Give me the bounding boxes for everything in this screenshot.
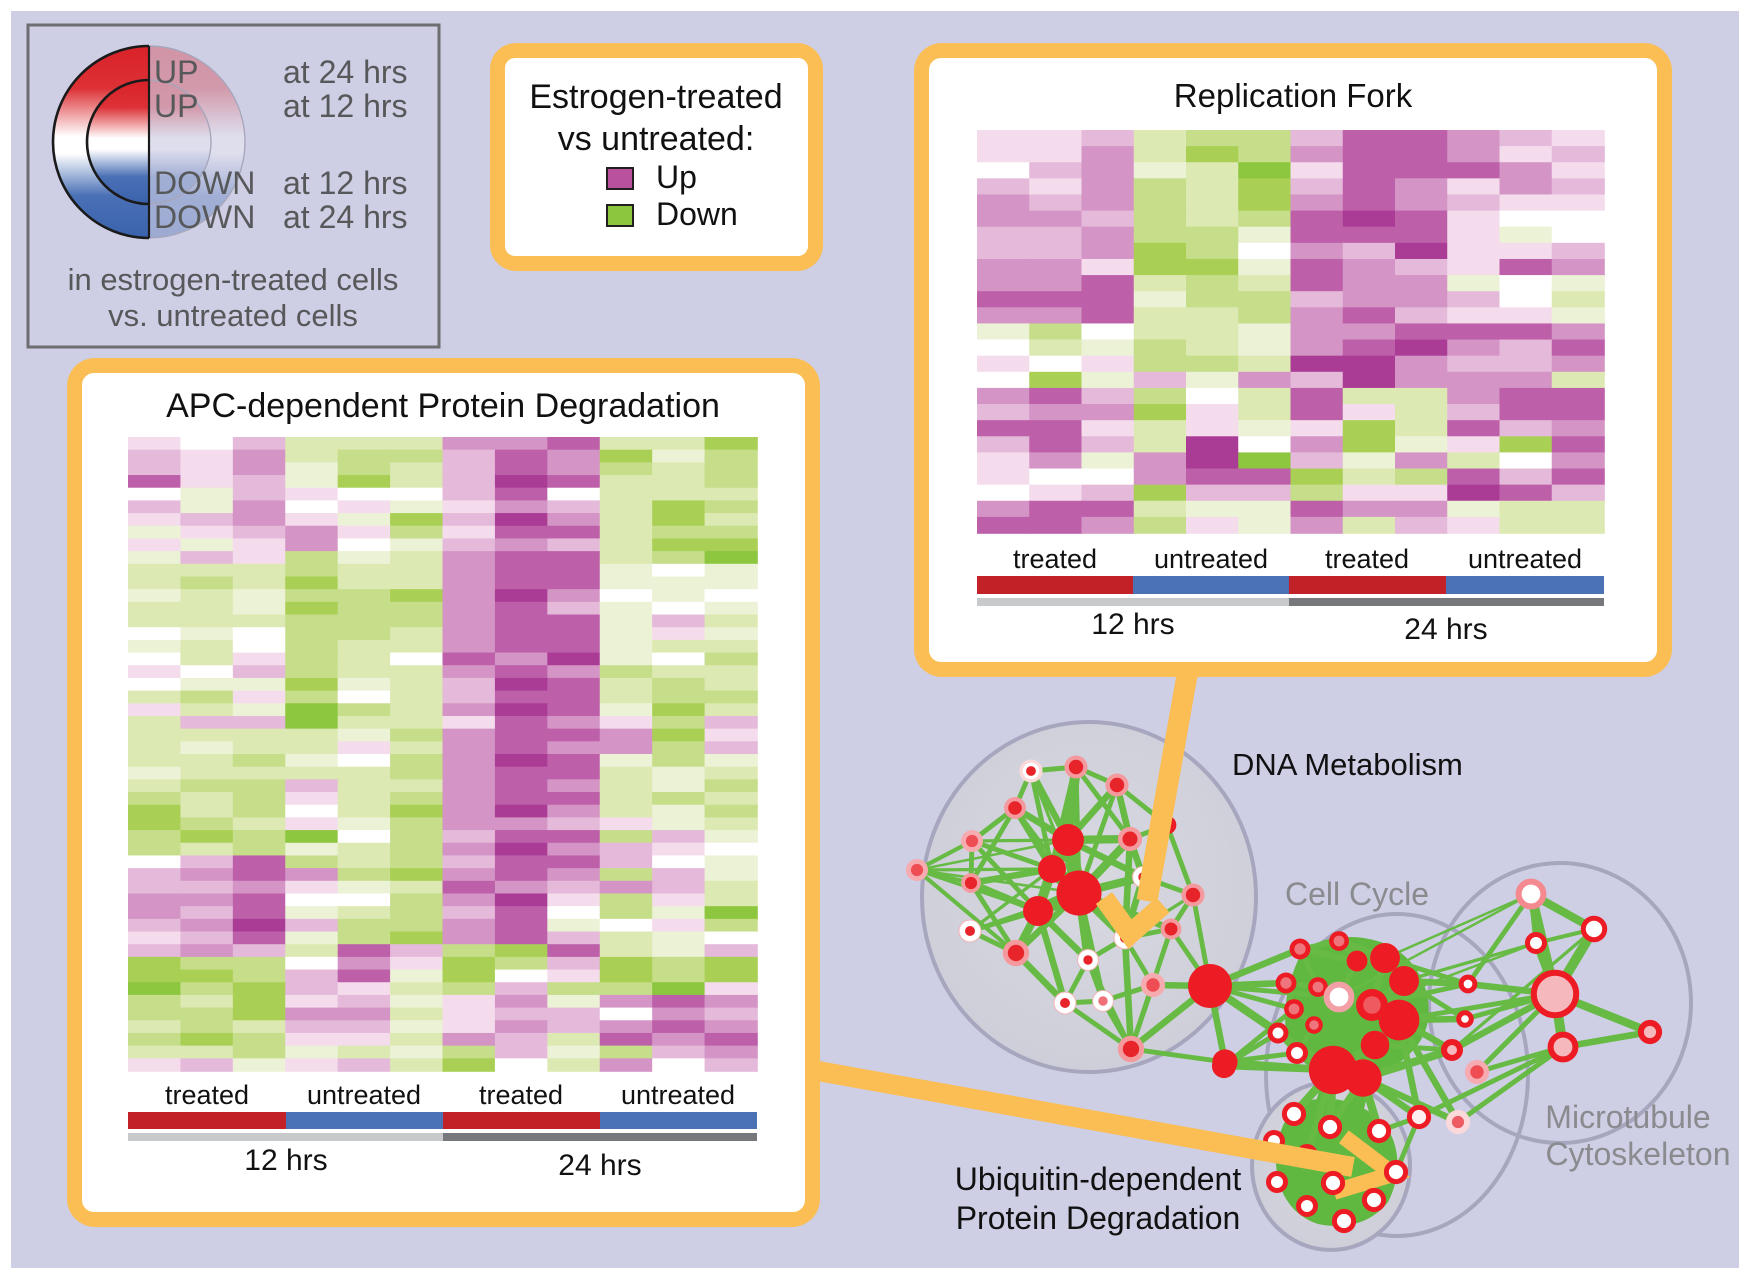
svg-text:UP: UP [154, 88, 198, 124]
svg-text:Ubiquitin-dependent: Ubiquitin-dependent [955, 1161, 1242, 1197]
svg-text:DOWN: DOWN [154, 165, 255, 201]
svg-text:at 24 hrs: at 24 hrs [283, 54, 408, 90]
svg-text:untreated: untreated [307, 1080, 421, 1110]
svg-text:DNA Metabolism: DNA Metabolism [1232, 747, 1463, 782]
svg-text:APC-dependent Protein Degradat: APC-dependent Protein Degradation [166, 387, 720, 425]
svg-text:12 hrs: 12 hrs [244, 1144, 327, 1177]
svg-text:untreated: untreated [621, 1080, 735, 1110]
svg-text:Cell Cycle: Cell Cycle [1285, 876, 1429, 912]
svg-text:untreated: untreated [1154, 544, 1268, 574]
svg-text:24 hrs: 24 hrs [558, 1149, 641, 1182]
svg-text:Up: Up [656, 159, 697, 195]
svg-text:DOWN: DOWN [154, 199, 255, 235]
svg-text:untreated: untreated [1468, 544, 1582, 574]
svg-text:in estrogen-treated cells: in estrogen-treated cells [68, 262, 399, 297]
svg-text:vs. untreated cells: vs. untreated cells [108, 298, 358, 333]
svg-text:treated: treated [165, 1080, 249, 1110]
svg-text:Microtubule: Microtubule [1545, 1099, 1710, 1135]
svg-text:UP: UP [154, 54, 198, 90]
svg-text:24 hrs: 24 hrs [1404, 613, 1487, 646]
svg-text:Estrogen-treated: Estrogen-treated [529, 78, 782, 116]
svg-text:12 hrs: 12 hrs [1091, 608, 1174, 641]
svg-text:Protein Degradation: Protein Degradation [956, 1200, 1241, 1236]
svg-text:vs untreated:: vs untreated: [558, 120, 755, 158]
svg-text:Down: Down [656, 196, 738, 232]
svg-text:Cytoskeleton: Cytoskeleton [1546, 1136, 1731, 1172]
svg-text:treated: treated [479, 1080, 563, 1110]
svg-text:Replication Fork: Replication Fork [1174, 77, 1413, 114]
svg-text:at 12 hrs: at 12 hrs [283, 88, 408, 124]
svg-text:at 24 hrs: at 24 hrs [283, 199, 408, 235]
svg-text:treated: treated [1325, 544, 1409, 574]
svg-text:at 12 hrs: at 12 hrs [283, 165, 408, 201]
svg-text:treated: treated [1013, 544, 1097, 574]
